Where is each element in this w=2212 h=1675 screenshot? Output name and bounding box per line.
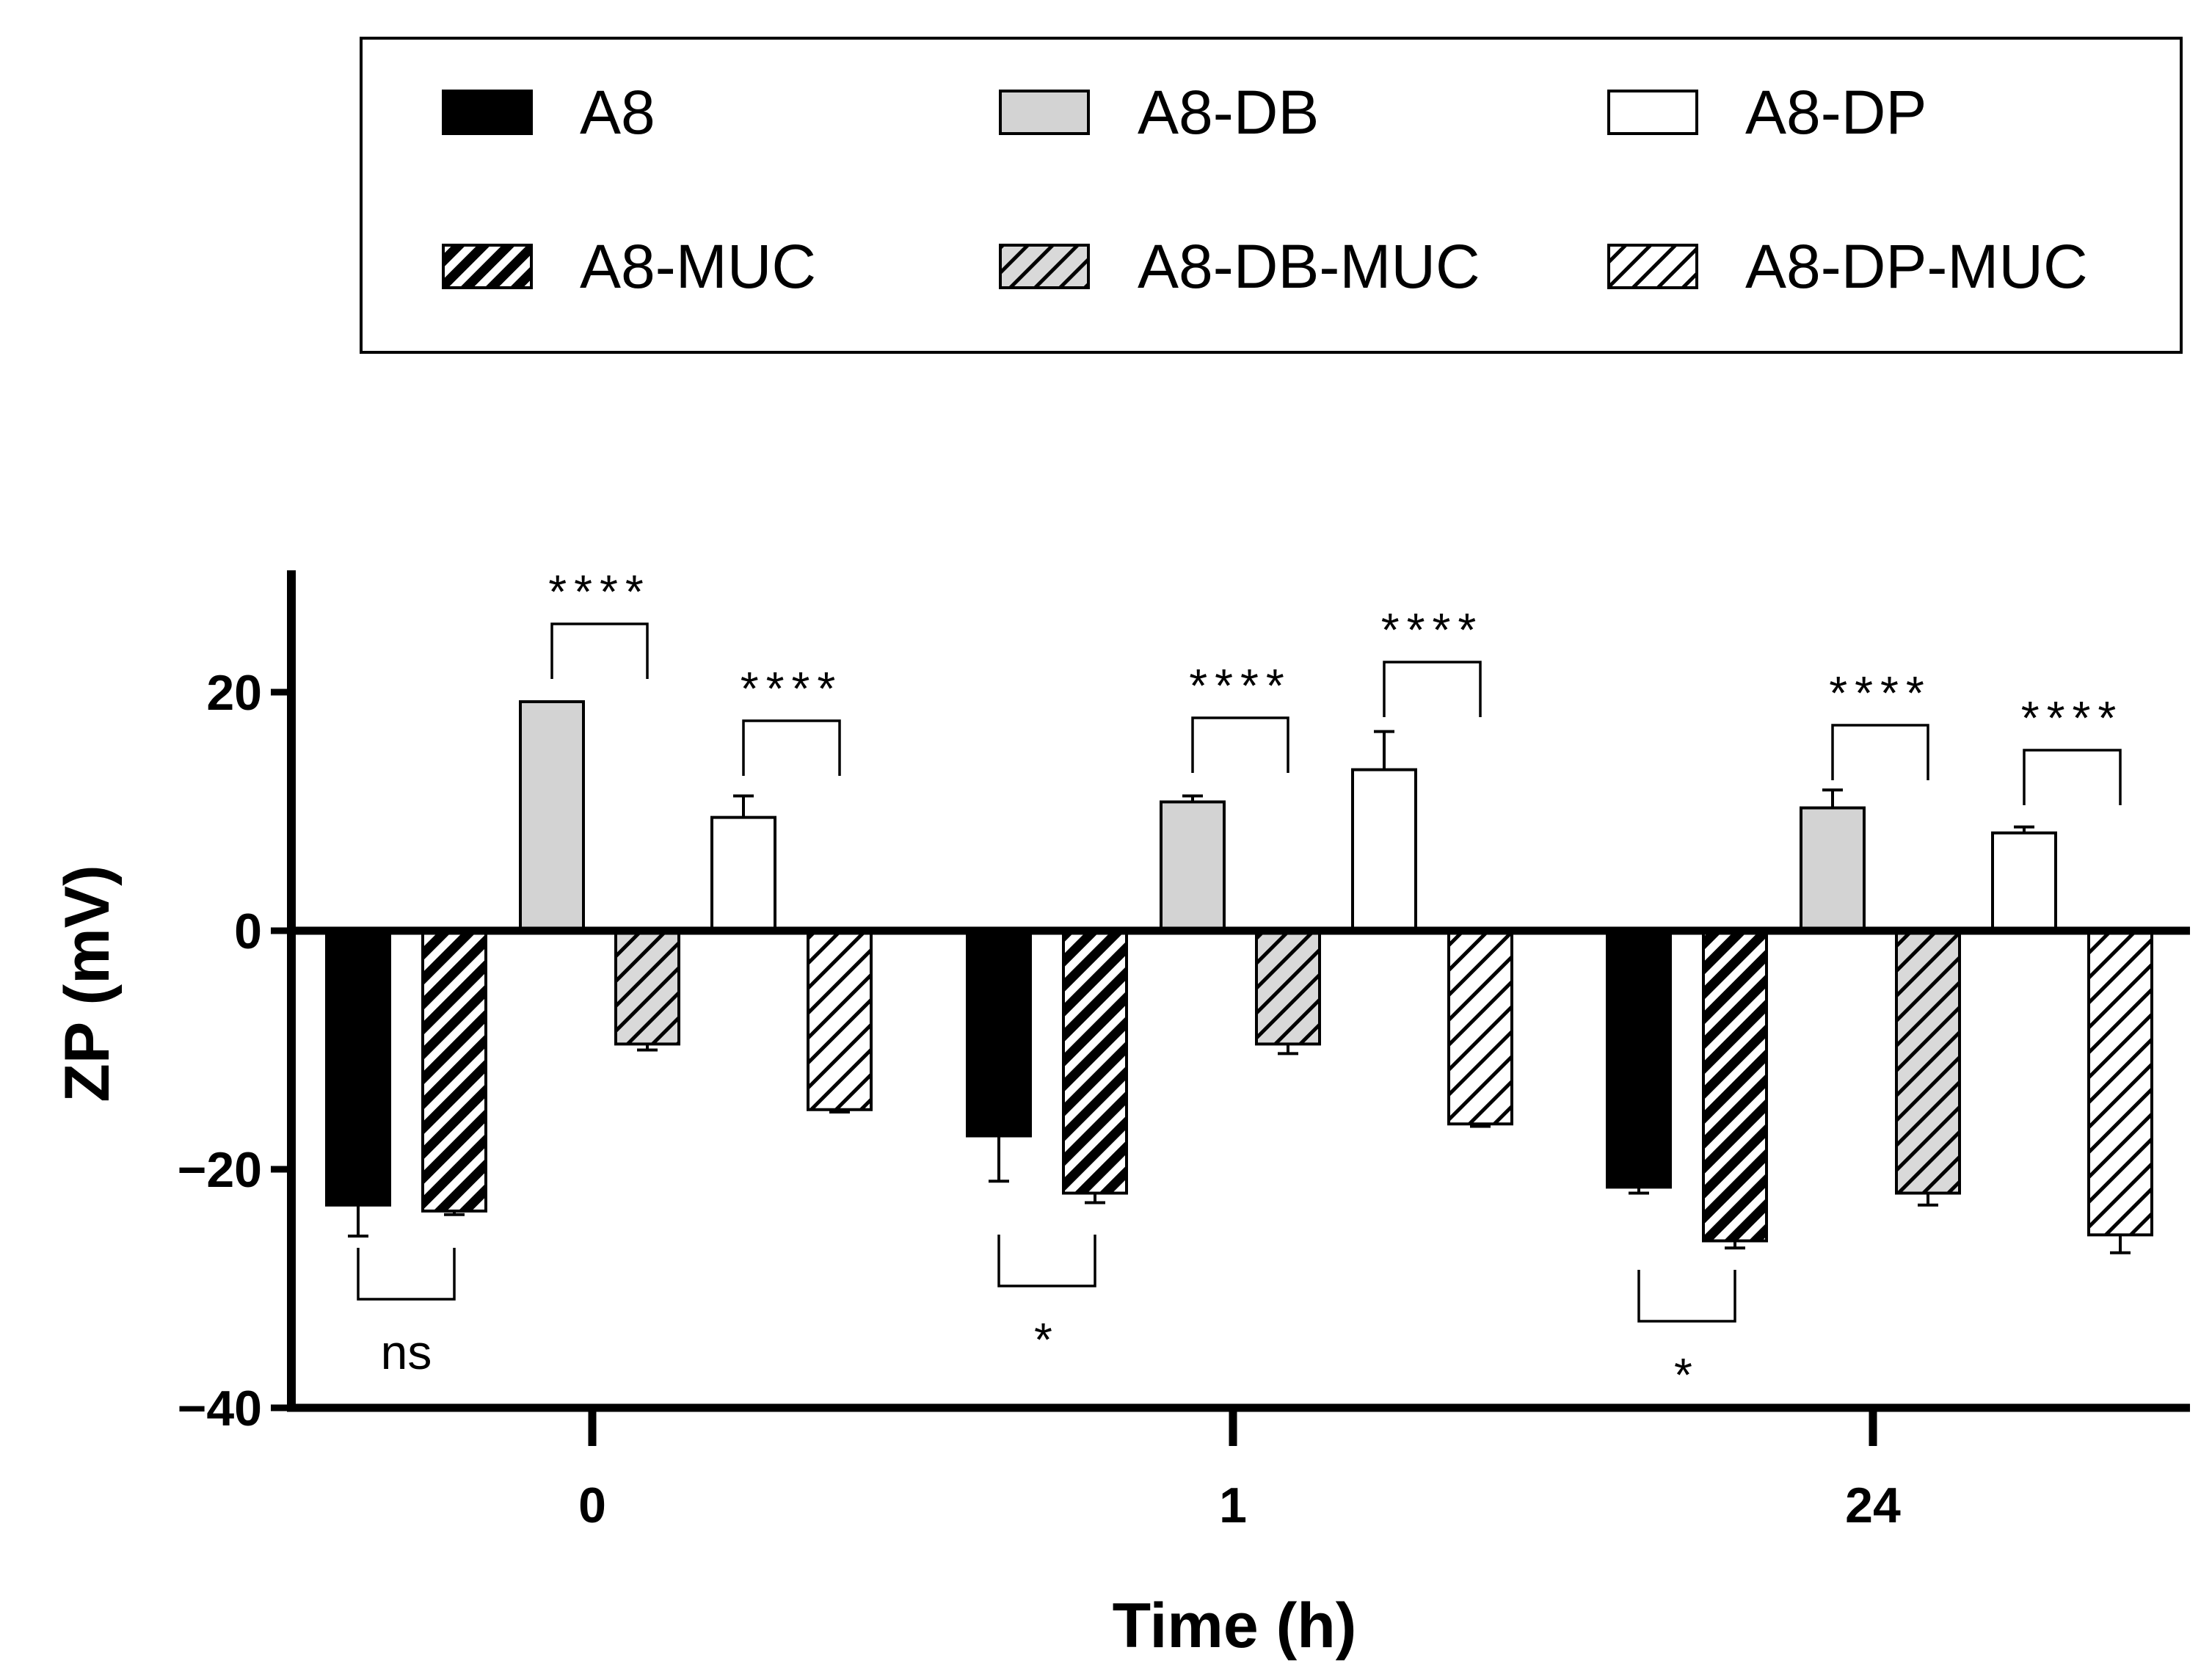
y-axis-title: ZP (mV) bbox=[52, 865, 123, 1102]
axes: 20 0 −20 −40 0 1 24 bbox=[178, 570, 2190, 1533]
x-tick-label: 0 bbox=[578, 1478, 606, 1533]
legend-box bbox=[360, 37, 2183, 354]
bar-a8-db-t24 bbox=[1800, 806, 1866, 932]
bar-a8-muc-t0 bbox=[421, 929, 487, 1213]
bar-a8-dp-t1 bbox=[1351, 768, 1417, 932]
bar-a8-db-muc-t1 bbox=[1255, 929, 1321, 1046]
significance-bracket bbox=[1637, 1270, 1736, 1323]
legend-label-a8-dp-muc: A8-DP-MUC bbox=[1745, 232, 2088, 301]
bar-a8-db-muc-t24 bbox=[1895, 929, 1961, 1195]
y-tick-label: −40 bbox=[178, 1381, 262, 1436]
bar-a8-db-t1 bbox=[1160, 800, 1226, 932]
y-tick-label: 20 bbox=[206, 665, 262, 721]
significance-bracket bbox=[997, 1235, 1096, 1287]
significance-label: * bbox=[1674, 1348, 1700, 1401]
significance-bracket bbox=[742, 719, 841, 776]
legend-swatch-a8-dp bbox=[1607, 90, 1698, 135]
significance-bracket bbox=[1191, 716, 1289, 773]
significance-annotations: ns********************** **** bbox=[357, 565, 2124, 1401]
plot-area: ns********************** **** 200−20−400 1… bbox=[178, 565, 2190, 1533]
significance-bracket bbox=[550, 622, 649, 679]
bar-a8-dp-t0 bbox=[710, 815, 776, 932]
x-axis-title: Time (h) bbox=[1113, 1591, 1357, 1661]
significance-label: **** bbox=[741, 662, 843, 715]
significance-label: ns bbox=[381, 1325, 432, 1379]
legend: A8 A8-DB A8-DP A8-MUC A8-DB-MUC A8-DP-MUC bbox=[360, 37, 2183, 354]
bar-a8-db-t0 bbox=[519, 700, 585, 932]
significance-bracket bbox=[357, 1248, 456, 1301]
legend-label-a8-db: A8-DB bbox=[1138, 78, 1319, 147]
significance-bracket bbox=[2023, 749, 2122, 805]
bars bbox=[325, 700, 2153, 1243]
bar-a8-muc-t1 bbox=[1062, 929, 1128, 1195]
significance-bracket bbox=[1831, 724, 1929, 780]
legend-swatch-a8 bbox=[442, 90, 533, 135]
bar-a8-t24 bbox=[1606, 929, 1672, 1189]
bar-a8-dp-muc-t0 bbox=[807, 929, 873, 1111]
bar-a8-dp-muc-t24 bbox=[2087, 929, 2153, 1237]
legend-swatch-a8-db bbox=[999, 90, 1090, 135]
significance-label: **** bbox=[2021, 691, 2124, 744]
significance-label: * bbox=[1034, 1313, 1060, 1366]
significance-label: **** bbox=[1189, 659, 1292, 712]
bar-a8-dp-t24 bbox=[1991, 831, 2057, 932]
legend-swatch-a8-dp-muc bbox=[1607, 244, 1698, 289]
x-tick-label: 1 bbox=[1219, 1478, 1247, 1533]
x-tick-label: 24 bbox=[1845, 1478, 1901, 1533]
error-bars bbox=[348, 730, 2131, 1254]
bar-a8-muc-t24 bbox=[1702, 929, 1768, 1243]
legend-label-a8-dp: A8-DP bbox=[1745, 78, 1927, 147]
significance-label: **** bbox=[548, 565, 651, 618]
legend-label-a8: A8 bbox=[580, 78, 655, 147]
bar-a8-t0 bbox=[325, 929, 391, 1207]
bar-a8-dp-muc-t1 bbox=[1447, 929, 1513, 1126]
significance-label: **** bbox=[1829, 666, 1932, 719]
legend-label-a8-db-muc: A8-DB-MUC bbox=[1138, 232, 1480, 301]
legend-swatch-a8-db-muc bbox=[999, 244, 1090, 289]
legend-swatch-a8-muc bbox=[442, 244, 533, 289]
y-tick-label: 0 bbox=[234, 904, 262, 959]
y-tick-label: −20 bbox=[178, 1142, 262, 1198]
significance-bracket bbox=[1383, 661, 1482, 717]
legend-label-a8-muc: A8-MUC bbox=[580, 232, 816, 301]
significance-label: **** bbox=[1381, 603, 1484, 656]
bar-a8-t1 bbox=[966, 929, 1032, 1138]
bar-a8-db-muc-t0 bbox=[614, 929, 680, 1046]
